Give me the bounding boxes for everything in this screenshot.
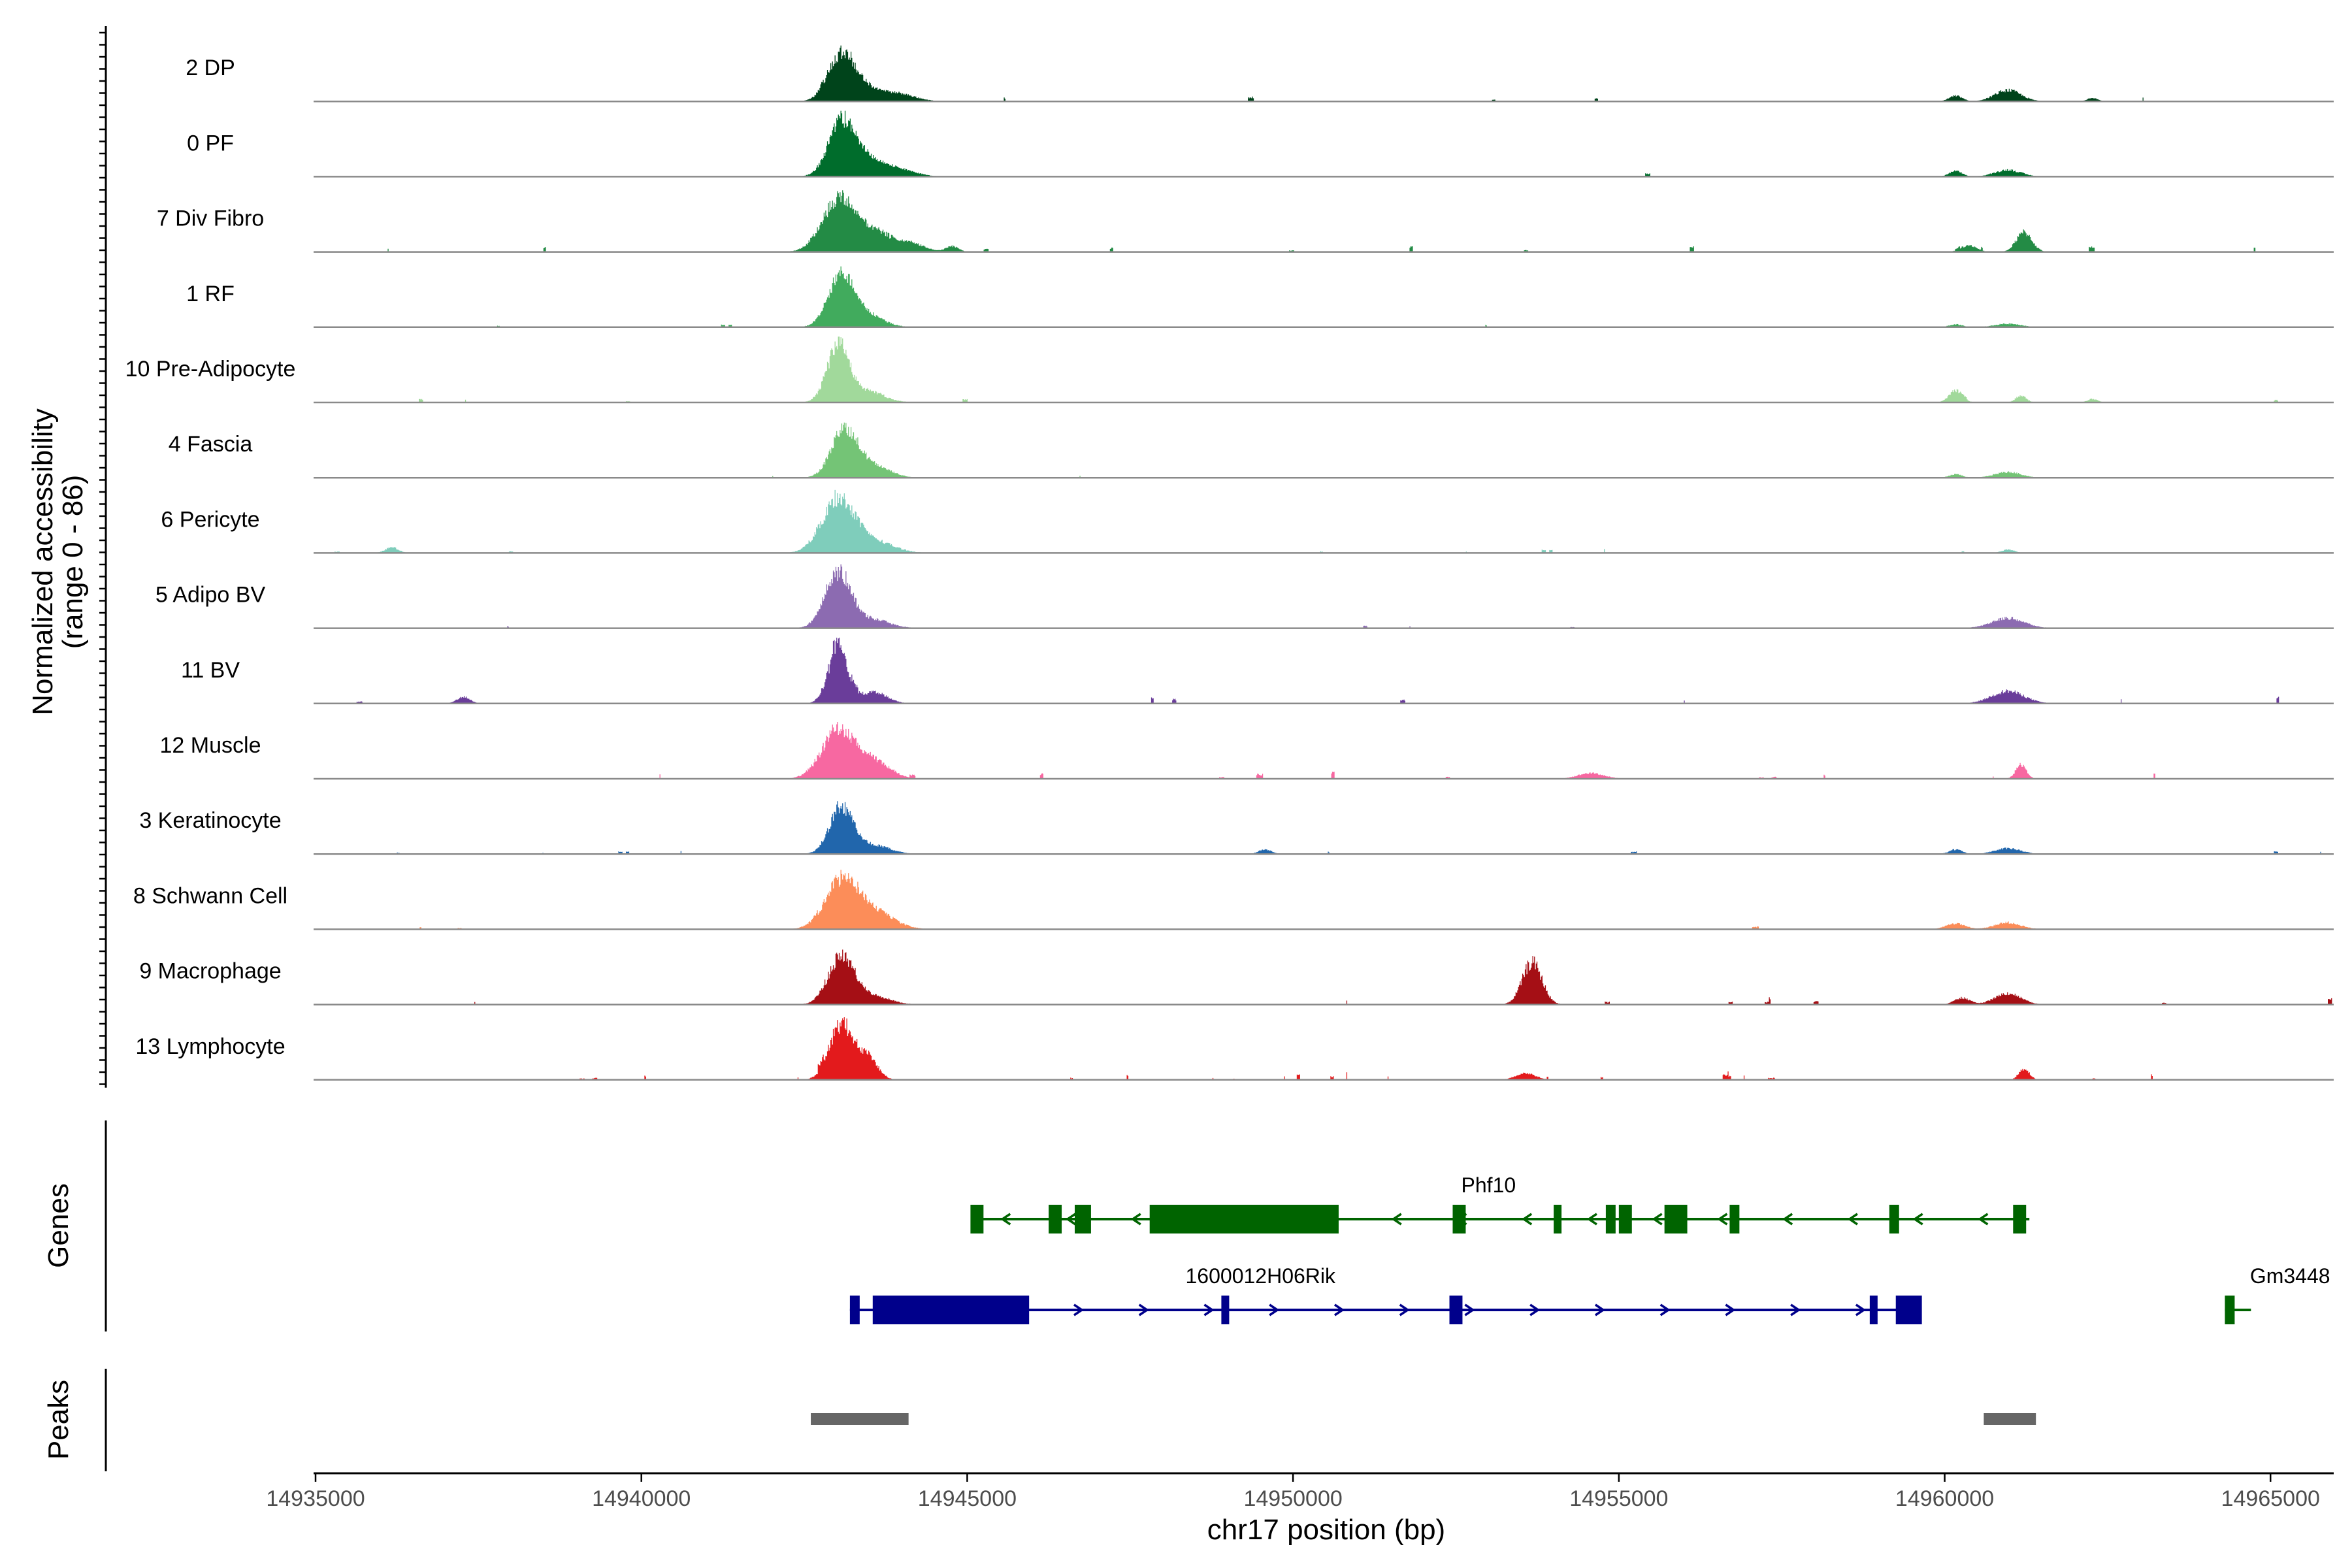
track-label: 2 DP <box>186 56 235 80</box>
track-label: 13 Lymphocyte <box>135 1034 285 1059</box>
gene-exon <box>1452 1205 1466 1233</box>
genes-panel-title: Genes <box>42 1183 74 1268</box>
x-tick-label: 14935000 <box>266 1486 365 1511</box>
track-label: 5 Adipo BV <box>155 583 266 608</box>
gene-exon <box>1554 1205 1562 1233</box>
track-label: 10 Pre-Adipocyte <box>125 357 296 382</box>
strand-arrow <box>1586 1213 1597 1226</box>
strand-arrow <box>1138 1303 1149 1316</box>
track-label: 3 Keratinocyte <box>139 808 281 833</box>
coverage-area <box>314 638 2334 704</box>
coverage-area <box>314 422 2334 478</box>
strand-arrow <box>1717 1213 1728 1226</box>
strand-arrow <box>1594 1303 1606 1316</box>
strand-arrow <box>1000 1213 1011 1226</box>
strand-arrow <box>1659 1303 1671 1316</box>
track-label: 12 Muscle <box>160 733 261 758</box>
coverage-area <box>314 190 2334 252</box>
strand-arrow <box>1725 1303 1736 1316</box>
strand-arrow <box>1073 1303 1085 1316</box>
strand-arrow <box>1203 1303 1215 1316</box>
strand-arrow <box>1522 1213 1533 1226</box>
gene-exon <box>1149 1205 1339 1233</box>
gene-exon <box>1895 1296 1922 1324</box>
y-axis <box>99 26 107 1088</box>
gene-exon <box>1664 1205 1688 1233</box>
gene-label: Phf10 <box>1462 1173 1516 1197</box>
gene-exon <box>1618 1205 1632 1233</box>
coverage-area <box>314 722 2334 779</box>
coverage-area <box>314 564 2334 629</box>
strand-arrow <box>1782 1213 1793 1226</box>
track-label: 1 RF <box>186 282 235 306</box>
track-label: 4 Fascia <box>169 432 253 457</box>
coverage-area <box>314 489 2334 553</box>
track-labels: 2 DP 0 PF 7 Div Fibro 1 RF 10 Pre-Adipocyte 4… <box>125 56 296 1059</box>
strand-arrow <box>1529 1303 1541 1316</box>
peak-bar <box>1984 1413 2036 1425</box>
coverage-tracks <box>314 45 2334 1081</box>
gene-exon <box>2013 1205 2027 1233</box>
gene-annotations: Phf10 1600012H06Rik Gm3448 <box>849 1173 2330 1324</box>
y-axis-title-line2: (range 0 - 86) <box>57 475 89 649</box>
track-label: 6 Pericyte <box>161 507 259 532</box>
coverage-area <box>314 336 2334 402</box>
strand-arrow <box>1065 1213 1076 1226</box>
x-tick-label: 14945000 <box>918 1486 1017 1511</box>
strand-arrow <box>1978 1213 1989 1226</box>
y-axis-title-line1: Normalized accessibility <box>27 408 59 715</box>
gene-exon <box>849 1296 860 1324</box>
gene-exon <box>1074 1205 1091 1233</box>
track-label: 11 BV <box>181 658 240 683</box>
strand-arrow <box>1790 1303 1801 1316</box>
track-label: 0 PF <box>187 131 234 155</box>
strand-arrow <box>1464 1303 1475 1316</box>
coverage-area <box>314 801 2334 855</box>
strand-arrow <box>1130 1213 1141 1226</box>
coverage-area <box>314 1017 2334 1080</box>
gene-exon <box>872 1296 1030 1324</box>
strand-arrow <box>1391 1213 1402 1226</box>
strand-arrow <box>1847 1213 1858 1226</box>
x-axis-title: chr17 position (bp) <box>1207 1514 1445 1546</box>
strand-arrow <box>1855 1303 1867 1316</box>
track-label: 8 Schwann Cell <box>133 883 287 908</box>
track-label: 7 Div Fibro <box>157 206 264 231</box>
x-tick-label: 14950000 <box>1243 1486 1342 1511</box>
gene-label: 1600012H06Rik <box>1186 1264 1337 1288</box>
track-label: 9 Macrophage <box>139 959 281 984</box>
coverage-area <box>314 110 2334 177</box>
x-tick-label: 14965000 <box>2221 1486 2320 1511</box>
strand-arrow <box>1269 1303 1280 1316</box>
gene-exon <box>1449 1296 1463 1324</box>
gene-exon <box>970 1205 984 1233</box>
gene-exon <box>1889 1205 1899 1233</box>
peak-bar <box>811 1413 909 1425</box>
strand-arrow <box>1912 1213 1923 1226</box>
gene-exon <box>1729 1205 1740 1233</box>
x-tick-label: 14940000 <box>592 1486 691 1511</box>
coverage-area <box>314 45 2334 102</box>
gene-exon <box>2225 1296 2235 1324</box>
strand-arrow <box>1652 1213 1663 1226</box>
coverage-area <box>314 949 2334 1005</box>
x-axis: 14935000 14940000 14945000 14950000 14955000… <box>266 1473 2320 1511</box>
coverage-area <box>314 266 2334 327</box>
strand-arrow <box>1333 1303 1345 1316</box>
strand-arrow <box>1399 1303 1410 1316</box>
gene-exon <box>1221 1296 1230 1324</box>
peaks-panel-title: Peaks <box>42 1380 74 1460</box>
coverage-area <box>314 870 2334 930</box>
gene-exon <box>1049 1205 1062 1233</box>
x-tick-label: 14960000 <box>1895 1486 1994 1511</box>
peak-regions <box>811 1413 2036 1425</box>
gene-label: Gm3448 <box>2250 1264 2330 1288</box>
x-tick-label: 14955000 <box>1569 1486 1668 1511</box>
gene-exon <box>1605 1205 1616 1233</box>
gene-exon <box>1869 1296 1878 1324</box>
